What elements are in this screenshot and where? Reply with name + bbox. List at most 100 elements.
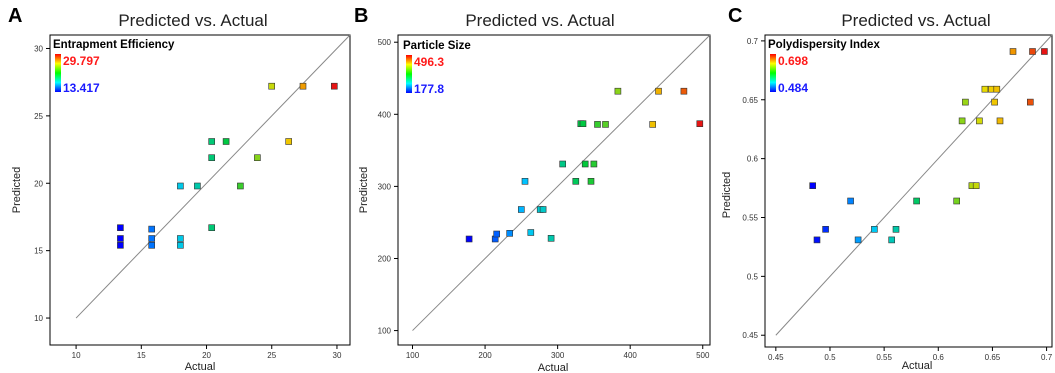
data-point <box>547 235 555 242</box>
data-point <box>539 206 547 213</box>
data-point <box>972 182 980 189</box>
data-point <box>117 235 124 242</box>
data-point <box>614 87 622 95</box>
y-tick-label: 0.55 <box>742 213 758 222</box>
data-point <box>299 82 307 90</box>
data-point <box>194 182 201 190</box>
y-tick-label: 0.45 <box>742 331 758 340</box>
y-ticks-b: 100 200 300 400 500 <box>378 38 398 336</box>
legend-max-a: 29.797 <box>63 54 100 68</box>
data-point <box>117 242 124 249</box>
data-point <box>527 229 535 236</box>
legend-colorbar-a <box>55 54 61 92</box>
x-tick-label: 0.7 <box>1041 353 1053 362</box>
y-axis-label-b: Predicted <box>358 167 370 213</box>
data-point <box>822 226 829 233</box>
points-c <box>809 48 1048 244</box>
legend-min-c: 0.484 <box>778 81 808 95</box>
data-point <box>1027 98 1034 106</box>
legend-a: Entrapment Efficiency 29.797 13.417 <box>53 39 175 95</box>
data-point <box>813 236 821 244</box>
y-tick-label: 300 <box>378 182 392 191</box>
y-tick-label: 0.6 <box>747 155 759 164</box>
data-point <box>493 230 501 238</box>
data-point <box>587 178 595 185</box>
x-tick-label: 20 <box>202 351 211 360</box>
data-point <box>1029 48 1036 55</box>
data-point <box>847 197 854 205</box>
data-point <box>1041 48 1048 55</box>
data-point <box>696 120 704 127</box>
data-point <box>809 182 817 189</box>
data-point <box>208 154 215 161</box>
chart-title-a: Predicted vs. Actual <box>118 11 267 30</box>
y-tick-label: 15 <box>34 247 43 256</box>
data-point <box>913 197 920 205</box>
data-point <box>268 82 276 90</box>
x-tick-label: 25 <box>267 351 276 360</box>
x-tick-label: 0.6 <box>933 353 945 362</box>
legend-colorbar-c <box>770 54 776 92</box>
data-point <box>590 160 598 168</box>
x-tick-label: 500 <box>696 351 710 360</box>
legend-b: Particle Size 496.3 177.8 <box>403 40 471 96</box>
y-tick-label: 500 <box>378 38 392 47</box>
x-axis-label-c: Actual <box>902 360 933 372</box>
y-ticks-c: 0.45 0.5 0.55 0.6 0.65 0.7 <box>742 37 765 340</box>
points-a <box>117 82 338 249</box>
data-point <box>208 138 215 145</box>
data-point <box>117 224 124 231</box>
data-point <box>953 197 961 205</box>
reference-line-b <box>412 34 711 331</box>
y-tick-label: 20 <box>34 179 43 188</box>
legend-min-b: 177.8 <box>414 82 444 96</box>
data-point <box>237 182 244 190</box>
chart-title-b: Predicted vs. Actual <box>465 11 614 30</box>
chart-panel-b: B Predicted vs. Actual Particle Size 496… <box>354 5 711 373</box>
data-point <box>854 236 862 244</box>
legend-max-c: 0.698 <box>778 54 808 68</box>
y-tick-label: 200 <box>378 254 392 263</box>
data-point <box>222 138 230 145</box>
data-point <box>1009 48 1017 55</box>
x-tick-label: 10 <box>72 351 81 360</box>
legend-title-c: Polydispersity Index <box>768 39 880 51</box>
panel-letter-a: A <box>8 5 22 27</box>
data-point <box>976 117 983 125</box>
legend-max-b: 496.3 <box>414 55 444 69</box>
x-tick-label: 300 <box>551 351 565 360</box>
data-point <box>649 121 657 128</box>
panel-letter-b: B <box>354 5 368 27</box>
legend-min-a: 13.417 <box>63 81 100 95</box>
y-tick-label: 30 <box>34 44 43 53</box>
y-tick-label: 400 <box>378 110 392 119</box>
points-b <box>465 87 704 243</box>
data-point <box>572 178 580 185</box>
x-tick-label: 30 <box>333 351 342 360</box>
data-point <box>594 121 601 128</box>
chart-panel-c: C Predicted vs. Actual Polydispersity In… <box>721 5 1053 372</box>
data-point <box>177 182 184 190</box>
reference-line-c <box>775 34 1053 336</box>
legend-title-b: Particle Size <box>403 40 471 52</box>
x-tick-label: 400 <box>624 351 638 360</box>
y-tick-label: 100 <box>378 327 392 336</box>
data-point <box>993 85 1001 93</box>
data-point <box>680 87 688 95</box>
data-point <box>285 138 293 145</box>
legend-colorbar-b <box>406 55 412 93</box>
y-tick-label: 10 <box>34 314 43 323</box>
data-point <box>996 117 1004 125</box>
data-point <box>579 120 587 127</box>
x-tick-label: 0.45 <box>768 353 784 362</box>
data-point <box>981 85 989 93</box>
data-point <box>892 226 900 233</box>
data-point <box>559 160 567 168</box>
legend-title-a: Entrapment Efficiency <box>53 39 175 51</box>
y-ticks-a: 10 15 20 25 30 <box>34 44 50 323</box>
x-tick-label: 0.5 <box>824 353 836 362</box>
data-point <box>208 224 215 231</box>
data-point <box>148 235 155 242</box>
x-tick-label: 15 <box>137 351 146 360</box>
